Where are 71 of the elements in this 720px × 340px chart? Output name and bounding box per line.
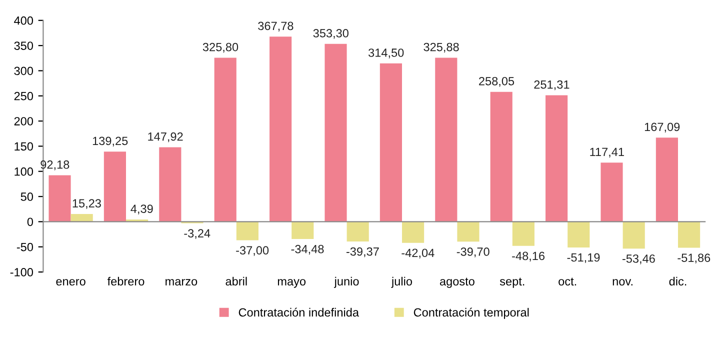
- data-label: -37,00: [236, 246, 269, 256]
- data-label: 258,05: [479, 76, 514, 87]
- x-tick-label: marzo: [166, 279, 198, 286]
- y-tick-label: 200: [14, 117, 34, 126]
- x-tick-label: agosto: [440, 278, 474, 288]
- y-tick-label: 50: [20, 192, 34, 201]
- data-label: -51,19: [567, 253, 600, 264]
- bar: [656, 138, 678, 222]
- data-label: 167,09: [644, 122, 680, 132]
- x-tick-label: sept.: [500, 278, 524, 288]
- x-tick-label: dic.: [669, 276, 686, 286]
- y-tick-label: -50: [16, 242, 34, 252]
- bar: [600, 162, 623, 222]
- bar: [622, 222, 645, 249]
- legend-label: Contratación indefinida: [238, 308, 360, 317]
- legend-label: Contratación temporal: [414, 308, 529, 319]
- y-tick-label: 0: [27, 218, 34, 226]
- bar: [402, 222, 424, 243]
- data-label: 367,78: [258, 22, 294, 32]
- bar: [292, 222, 314, 240]
- bar: [512, 222, 534, 246]
- bar: [546, 95, 568, 222]
- data-label: 325,88: [424, 42, 459, 53]
- data-label: 92,18: [40, 160, 70, 170]
- data-label: -51,86: [678, 254, 710, 264]
- x-tick-label: abril: [226, 276, 247, 286]
- data-label: -3,24: [184, 229, 210, 239]
- x-tick-label: mayo: [278, 279, 306, 288]
- data-label: -34,48: [291, 244, 324, 255]
- bar: [159, 147, 182, 222]
- bar: [214, 58, 236, 222]
- data-label: 15,23: [72, 199, 101, 209]
- bar: [70, 214, 93, 222]
- y-tick-label: 150: [14, 142, 34, 151]
- y-tick-label: 300: [14, 66, 34, 76]
- y-tick-label: 250: [14, 92, 34, 100]
- y-tick-label: 400: [14, 16, 34, 25]
- bar: [104, 152, 126, 222]
- x-tick-label: oct.: [558, 278, 576, 286]
- x-tick-label: julio: [391, 276, 412, 288]
- data-label: 139,25: [92, 136, 128, 147]
- x-tick-label: enero: [56, 279, 86, 286]
- y-tick-label: 350: [14, 42, 34, 50]
- x-tick-label: junio: [334, 276, 359, 288]
- x-tick-label: nov.: [612, 279, 632, 286]
- bar: [435, 58, 458, 222]
- data-label: 117,41: [590, 148, 624, 158]
- bar: [568, 222, 590, 248]
- bar: [457, 222, 480, 242]
- bar: [346, 222, 369, 242]
- x-tick-label: febrero: [107, 276, 144, 286]
- bar: [270, 36, 292, 222]
- bar: [324, 44, 347, 222]
- data-label: 325,80: [202, 42, 238, 53]
- bar: [48, 175, 71, 222]
- data-label: 353,30: [313, 29, 348, 39]
- bar: [380, 63, 402, 222]
- y-tick-label: 100: [14, 167, 34, 176]
- bar: [490, 92, 512, 222]
- data-label: -48,16: [512, 252, 545, 262]
- data-label: -39,70: [456, 248, 490, 258]
- data-label: -39,37: [346, 247, 379, 258]
- data-label: 4,39: [130, 204, 153, 214]
- data-label: 251,31: [534, 80, 570, 90]
- bar: [678, 222, 700, 248]
- data-label: -53,46: [622, 254, 655, 264]
- data-label: -42,04: [402, 248, 434, 258]
- y-tick-label: -100: [10, 268, 34, 276]
- data-label: 314,50: [368, 48, 404, 58]
- bar: [236, 222, 258, 240]
- data-label: 147,92: [148, 132, 183, 142]
